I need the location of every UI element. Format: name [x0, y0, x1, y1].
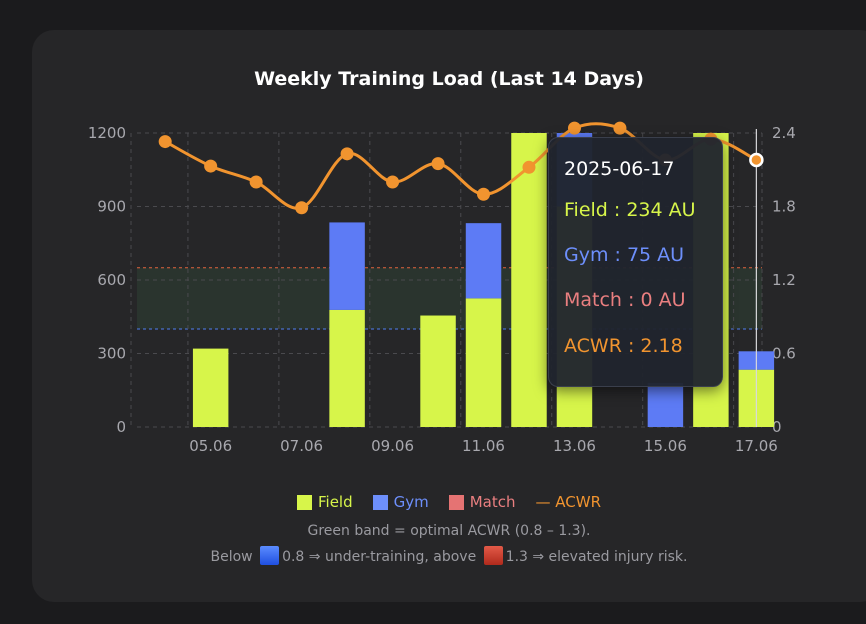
- acwr-point: [158, 135, 172, 149]
- legend-label-field: Field: [317, 493, 353, 511]
- risk-note-middle: 0.8 ⇒ under-training, above: [282, 549, 477, 565]
- chart-plot[interactable]: 0 300 600 900 1200 0 0.6 1.2 1.8 2.4 05.06 07.06 09.…: [32, 30, 866, 490]
- acwr-point: [749, 152, 764, 168]
- legend-swatch-match: [448, 494, 464, 510]
- legend-item-match[interactable]: Match: [448, 493, 516, 511]
- x-tick-label: 05.06: [189, 437, 232, 455]
- chart-legend: Field Gym Match — ACWR: [32, 493, 866, 511]
- legend-item-field[interactable]: Field: [296, 493, 353, 511]
- tooltip-date: 2025-06-17: [564, 158, 675, 180]
- acwr-point: [567, 121, 581, 135]
- acwr-point: [340, 147, 354, 161]
- acwr-point: [249, 175, 263, 189]
- y2-tick-label: 0.6: [772, 345, 796, 363]
- x-tick-label: 11.06: [462, 437, 505, 455]
- chart-tooltip: 2025-06-17 Field : 234 AU Gym : 75 AU Ma…: [548, 137, 723, 387]
- acwr-point: [613, 121, 627, 135]
- legend-item-gym[interactable]: Gym: [372, 493, 429, 511]
- y-tick-label: 600: [97, 271, 126, 289]
- legend-label-gym: Gym: [393, 493, 429, 511]
- acwr-point: [431, 157, 445, 171]
- y-tick-label: 300: [97, 345, 126, 363]
- acwr-point: [295, 201, 309, 215]
- acwr-point: [386, 175, 400, 189]
- y2-tick-label: 1.2: [772, 271, 796, 289]
- acwr-point: [204, 159, 218, 173]
- chart-title: Weekly Training Load (Last 14 Days): [254, 68, 644, 90]
- bar-gym: [647, 382, 684, 427]
- legend-item-acwr[interactable]: — ACWR: [536, 493, 602, 511]
- y-tick-label: 0: [116, 418, 126, 436]
- x-tick-label: 09.06: [371, 437, 414, 455]
- acwr-point: [477, 187, 491, 201]
- bar-field: [329, 309, 365, 427]
- legend-swatch-gym: [372, 494, 388, 510]
- risk-note-below: Below: [210, 549, 253, 565]
- tooltip-acwr: ACWR : 2.18: [564, 335, 683, 357]
- band-note: Green band = optimal ACWR (0.8 – 1.3).: [307, 523, 591, 539]
- y-tick-label: 900: [97, 198, 126, 216]
- legend-label-match: Match: [469, 493, 516, 511]
- x-tick-label: 07.06: [280, 437, 323, 455]
- x-tick-label: 15.06: [644, 437, 687, 455]
- risk-note: Below 0.8 ⇒ under-training, above 1.3 ⇒ …: [32, 546, 866, 565]
- under-training-icon: [260, 546, 280, 565]
- tooltip-gym: Gym : 75 AU: [564, 244, 685, 266]
- legend-swatch-field: [296, 494, 312, 510]
- chart-card: Weekly Training Load (Last 14 Days) 0 300…: [32, 30, 866, 602]
- bar-gym: [329, 222, 365, 310]
- y-tick-label: 1200: [88, 124, 126, 142]
- legend-label-acwr: — ACWR: [535, 493, 602, 511]
- acwr-point: [522, 160, 536, 174]
- injury-risk-icon: [483, 546, 503, 565]
- bar-field: [465, 298, 502, 427]
- risk-note-end: 1.3 ⇒ elevated injury risk.: [505, 549, 688, 565]
- x-tick-label: 13.06: [553, 437, 596, 455]
- x-tick-label: 17.06: [735, 437, 778, 455]
- tooltip-field: Field : 234 AU: [564, 199, 696, 221]
- bar-field: [511, 133, 547, 427]
- y2-tick-label: 1.8: [772, 198, 796, 216]
- bar-field: [420, 315, 456, 427]
- y2-tick-label: 2.4: [772, 124, 796, 142]
- tooltip-match: Match : 0 AU: [564, 289, 686, 311]
- bar-gym: [465, 223, 502, 299]
- y2-tick-label: 0: [772, 418, 782, 436]
- bar-field: [192, 348, 229, 427]
